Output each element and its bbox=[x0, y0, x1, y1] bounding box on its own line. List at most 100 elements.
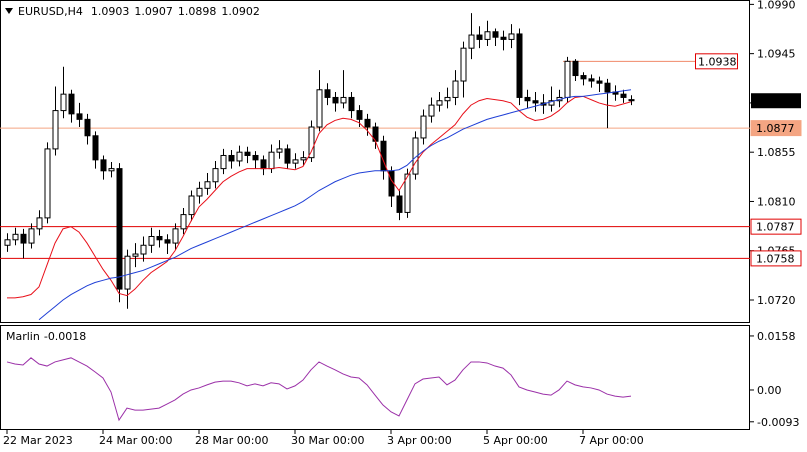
indicator-name: Marlin bbox=[6, 330, 40, 343]
indicator-line bbox=[38, 89, 632, 321]
level-label-box bbox=[750, 218, 802, 235]
candle-body bbox=[476, 34, 483, 40]
candle-body bbox=[604, 82, 611, 93]
candle-body bbox=[228, 154, 235, 162]
level-label-box bbox=[750, 250, 802, 267]
candle-body bbox=[484, 31, 491, 40]
candle-body bbox=[580, 75, 587, 80]
header-close: 1.0902 bbox=[221, 5, 260, 18]
level-label-box bbox=[750, 120, 802, 137]
candle-body bbox=[588, 78, 595, 82]
candle-body bbox=[508, 33, 515, 40]
x-tick-label: 28 Mar 00:00 bbox=[195, 434, 268, 447]
header-high: 1.0907 bbox=[134, 5, 173, 18]
candle-body bbox=[84, 118, 91, 137]
x-tick-label: 24 Mar 00:00 bbox=[99, 434, 172, 447]
candle-body bbox=[436, 100, 443, 106]
indicator-line bbox=[7, 95, 632, 299]
candle-body bbox=[460, 47, 467, 82]
level-label: 1.0877 bbox=[756, 122, 795, 135]
indicator-panel bbox=[0, 325, 750, 430]
y-tick-label: 0.0158 bbox=[757, 330, 796, 343]
indicator-line bbox=[6, 357, 632, 422]
candle-body bbox=[12, 233, 19, 241]
y-tick-label: 1.0855 bbox=[757, 146, 796, 159]
candle-body bbox=[444, 96, 451, 102]
candle-body bbox=[500, 36, 507, 40]
candle-body bbox=[628, 99, 635, 102]
candle-body bbox=[548, 100, 555, 106]
candle-body bbox=[196, 187, 203, 197]
candle-body bbox=[276, 148, 283, 153]
candle-body bbox=[332, 96, 339, 104]
candle-body bbox=[212, 168, 219, 183]
candle-body bbox=[220, 154, 227, 170]
price-label-box bbox=[751, 93, 801, 109]
candle-body bbox=[116, 168, 123, 290]
candle-body bbox=[428, 104, 435, 117]
candle-body bbox=[340, 96, 347, 104]
candle-body bbox=[172, 228, 179, 244]
candle-body bbox=[44, 148, 51, 219]
candle-body bbox=[60, 93, 67, 112]
candle-body bbox=[148, 236, 155, 246]
candle-body bbox=[532, 100, 539, 104]
chart-header: EURUSD,H4 1.0903 1.0907 1.0898 1.0902 bbox=[18, 5, 260, 18]
candle-body bbox=[412, 137, 419, 175]
x-tick-label: 22 Mar 2023 bbox=[3, 434, 73, 447]
header-low: 1.0898 bbox=[178, 5, 217, 18]
collapse-arrow[interactable] bbox=[5, 8, 13, 14]
candle-body bbox=[20, 233, 27, 244]
candle-body bbox=[204, 181, 211, 189]
header-open: 1.0903 bbox=[91, 5, 130, 18]
candle-body bbox=[68, 93, 75, 115]
level-label: 1.0758 bbox=[756, 252, 795, 265]
candle-body bbox=[52, 110, 59, 150]
candle-body bbox=[620, 93, 627, 98]
y-tick-label: 0.00 bbox=[757, 384, 782, 397]
candle-body bbox=[564, 60, 571, 98]
candle-body bbox=[468, 34, 475, 49]
candle-body bbox=[156, 236, 163, 241]
level-label: 1.0787 bbox=[756, 221, 795, 234]
candle-body bbox=[252, 154, 259, 161]
level-label: 1.0938 bbox=[698, 55, 737, 68]
candle-body bbox=[236, 151, 243, 162]
candle-body bbox=[316, 89, 323, 128]
main-panel bbox=[0, 0, 750, 323]
candle-body bbox=[356, 110, 363, 120]
candle-body bbox=[516, 33, 523, 98]
candle-body bbox=[452, 80, 459, 98]
candle-body bbox=[300, 157, 307, 161]
candle-body bbox=[348, 96, 355, 112]
candle-body bbox=[244, 151, 251, 156]
candle-body bbox=[76, 113, 83, 120]
y-tick-label: -0.0093 bbox=[757, 416, 799, 429]
candle-body bbox=[4, 239, 11, 246]
candle-body bbox=[284, 148, 291, 164]
candle-body bbox=[36, 217, 43, 230]
candle-body bbox=[188, 195, 195, 216]
x-tick-label: 5 Apr 00:00 bbox=[483, 434, 548, 447]
y-tick-label: 1.0810 bbox=[757, 195, 796, 208]
candle-body bbox=[180, 214, 187, 230]
candle-body bbox=[364, 118, 371, 128]
candle-body bbox=[260, 159, 267, 170]
candle-body bbox=[596, 80, 603, 84]
level-label-box bbox=[695, 53, 738, 70]
candle-body bbox=[404, 173, 411, 213]
candle-body bbox=[292, 159, 299, 164]
candle-body bbox=[420, 115, 427, 139]
candle-body bbox=[124, 255, 131, 290]
indicator-value: -0.0018 bbox=[44, 330, 86, 343]
candle-body bbox=[140, 244, 147, 255]
symbol: EURUSD,H4 bbox=[18, 5, 83, 18]
candle-body bbox=[100, 159, 107, 172]
y-tick-label: 1.0720 bbox=[757, 294, 796, 307]
candle-body bbox=[324, 89, 331, 98]
y-tick-label: 1.0990 bbox=[757, 0, 796, 11]
x-tick-label: 30 Mar 00:00 bbox=[291, 434, 364, 447]
candle-body bbox=[164, 239, 171, 244]
